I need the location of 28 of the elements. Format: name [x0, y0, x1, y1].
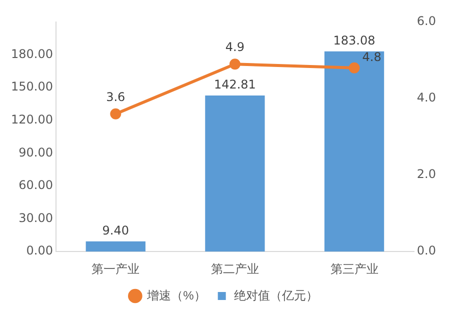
legend-label: 绝对值（亿元） — [234, 288, 318, 302]
data-label: 9.40 — [102, 223, 129, 238]
data-label: 4.8 — [362, 50, 382, 64]
y-tick-label: 120.00 — [10, 112, 53, 127]
data-label: 142.81 — [214, 78, 256, 92]
data-label: 183.08 — [333, 34, 376, 48]
x-tick-label: 第一产业 — [92, 262, 140, 276]
y2-tick-label: 2.0 — [416, 167, 436, 182]
point — [229, 58, 240, 70]
y2-tick-label: 6.0 — [416, 14, 436, 28]
y-tick-label: 150.00 — [10, 80, 53, 94]
bar — [86, 241, 146, 252]
y-tick-label: 180.00 — [10, 46, 53, 61]
y-tick-label: 60.00 — [18, 178, 53, 192]
data-label: 4.9 — [225, 40, 244, 54]
point — [110, 108, 122, 120]
y2-tick-label: 0.0 — [416, 244, 436, 258]
x-tick-label: 第二产业 — [210, 262, 259, 276]
y-tick-label: 0.00 — [26, 244, 53, 258]
legend-label: 增速（%） — [146, 288, 206, 302]
y2-tick-label: 4.0 — [416, 90, 436, 105]
y-tick-label: 90.00 — [18, 145, 53, 160]
y-tick-label: 30.00 — [18, 210, 53, 225]
bar — [205, 95, 265, 252]
data-label: 3.6 — [106, 90, 126, 104]
bar — [324, 51, 384, 252]
point — [348, 62, 360, 74]
x-tick-label: 第三产业 — [330, 262, 378, 276]
